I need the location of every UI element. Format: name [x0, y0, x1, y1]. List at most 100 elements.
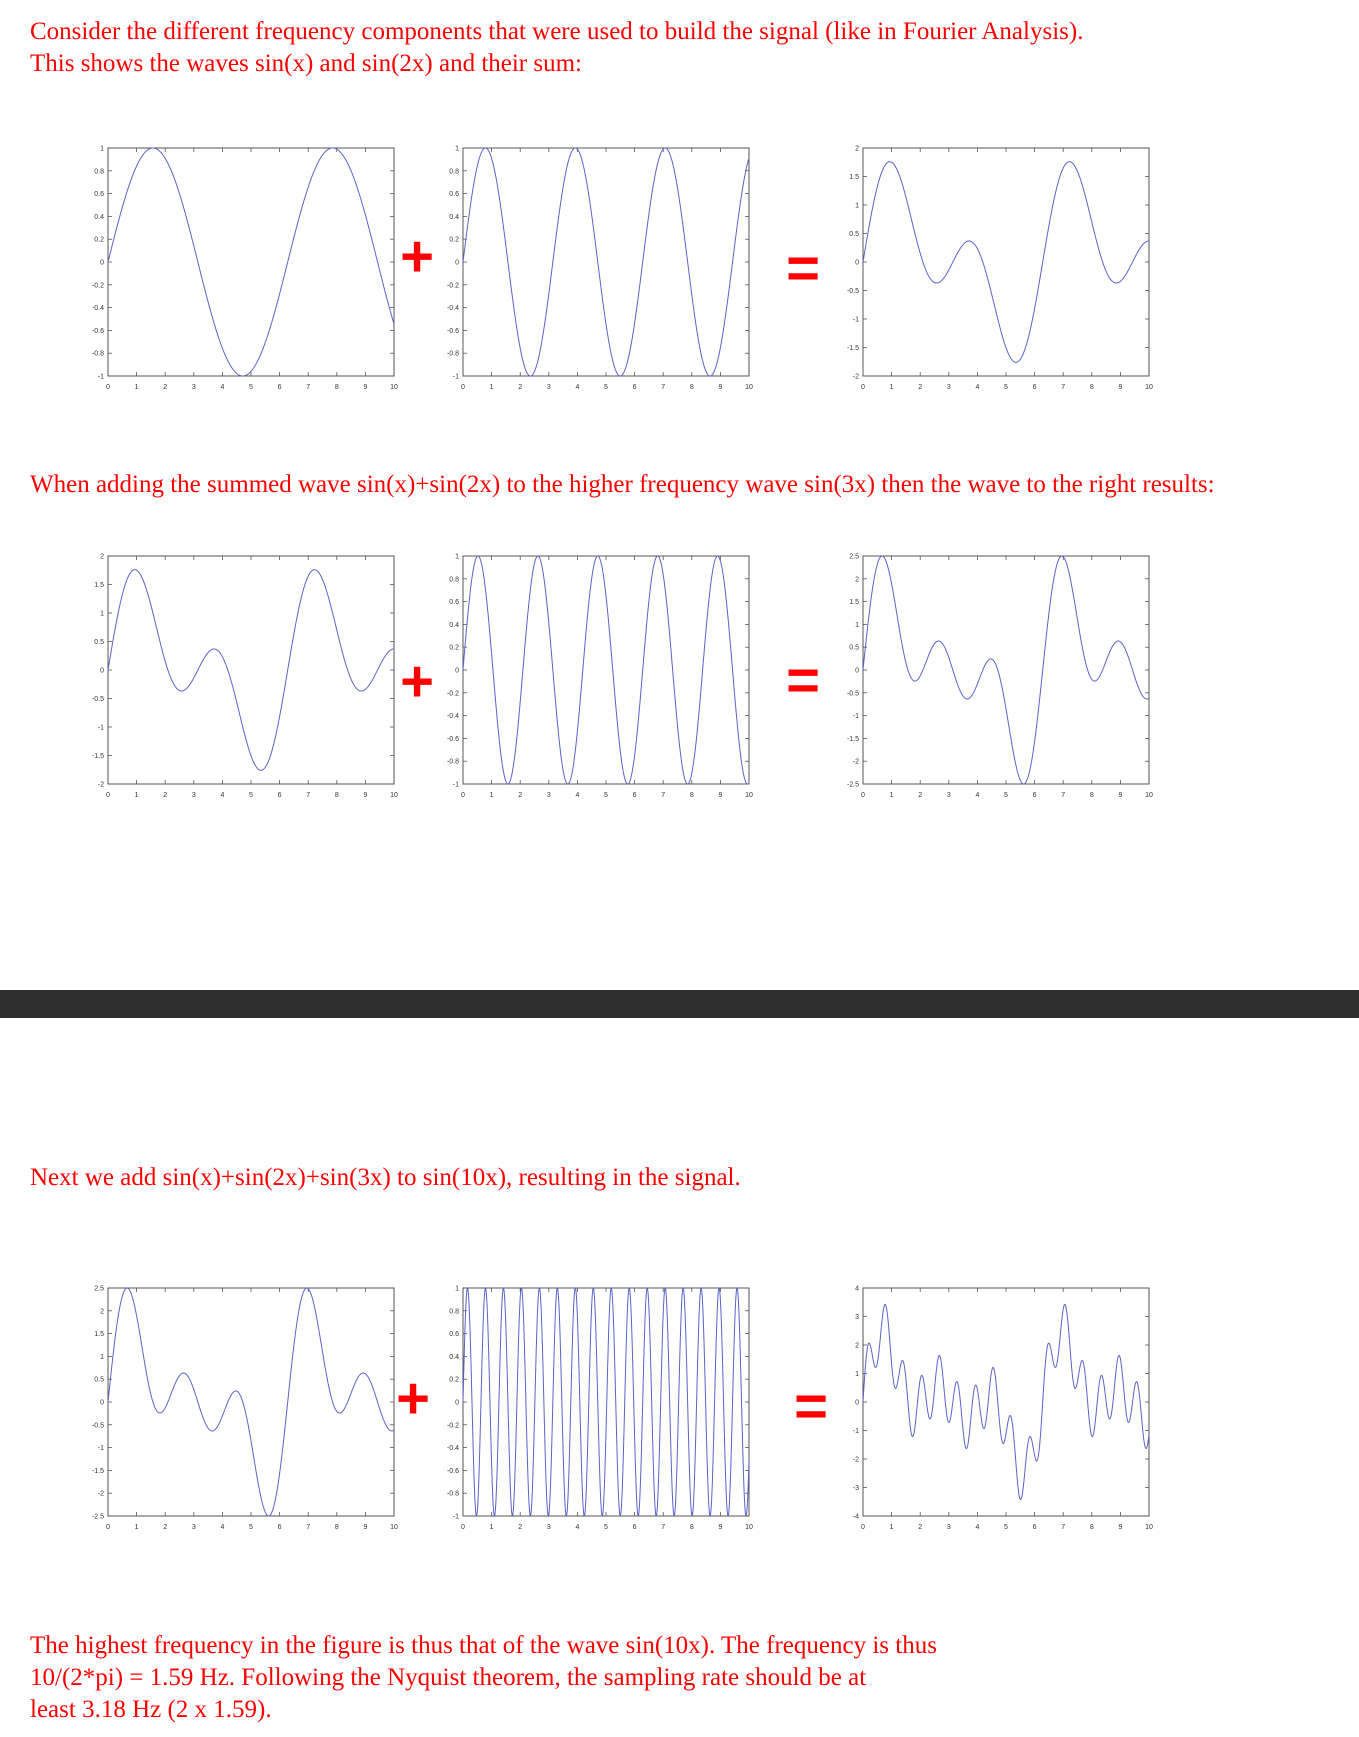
y-tick-label: -2.5: [847, 782, 859, 789]
x-tick-label: 0: [106, 1524, 110, 1531]
x-tick-label: 9: [363, 384, 367, 391]
x-tick-label: 5: [249, 792, 253, 799]
plot-sin3x: 0 1 2 3 4 5 6 7 8 9 10 1 0.8 0.6 0.4 0.2 0 -0.2 -0.4 -0.6 -0…: [425, 548, 755, 808]
plot-frame: [107, 147, 395, 377]
y-tick-label: -0.4: [447, 713, 459, 720]
plot-sinx-plus-sin2x: 0 1 2 3 4 5 6 7 8 9 10 2 1.5 1 0.5 0 -0.5 -1 -1.5 -2: [825, 140, 1155, 400]
y-tick-label: -0.5: [847, 288, 859, 295]
x-tick-label: 3: [192, 792, 196, 799]
x-tick-label: 1: [135, 1524, 139, 1531]
x-tick-label: 2: [163, 1524, 167, 1531]
equals-sign: =: [786, 648, 820, 713]
y-tick-label: 0.5: [94, 639, 104, 646]
y-tick-label: -0.8: [447, 351, 459, 358]
second-line: When adding the summed wave sin(x)+sin(2…: [30, 471, 1215, 498]
x-tick-label: 7: [306, 384, 310, 391]
y-tick-label: -0.2: [92, 282, 104, 289]
x-tick-label: 7: [1061, 792, 1065, 799]
x-tick-label: 9: [1118, 384, 1122, 391]
y-tick-label: 0.2: [449, 645, 459, 652]
y-tick-label: -1: [98, 1445, 104, 1452]
x-tick-label: 0: [861, 1524, 865, 1531]
y-tick-label: 2: [855, 146, 859, 153]
x-tick-label: 9: [363, 1524, 367, 1531]
separator-band: [0, 990, 1359, 1018]
y-tick-label: 0.5: [94, 1377, 104, 1384]
conclusion-line-3: least 3.18 Hz (2 x 1.59).: [30, 1696, 272, 1723]
x-tick-label: 0: [461, 1524, 465, 1531]
y-tick-label: 0.6: [449, 191, 459, 198]
y-tick-label: -1.5: [847, 345, 859, 352]
x-tick-label: 10: [390, 792, 398, 799]
y-tick-label: 0.6: [449, 599, 459, 606]
y-tick-label: -0.5: [92, 1422, 104, 1429]
x-tick-label: 2: [918, 384, 922, 391]
y-tick-label: 2: [100, 554, 104, 561]
x-tick-label: 9: [1118, 792, 1122, 799]
y-tick-label: 1: [100, 1354, 104, 1361]
x-tick-label: 4: [575, 792, 579, 799]
x-tick-label: 5: [1004, 1524, 1008, 1531]
x-tick-label: 8: [1090, 384, 1094, 391]
x-tick-label: 8: [1090, 792, 1094, 799]
x-tick-label: 2: [518, 792, 522, 799]
x-tick-label: 5: [1004, 792, 1008, 799]
x-tick-label: 6: [278, 384, 282, 391]
y-tick-label: 1: [855, 1371, 859, 1378]
x-tick-label: 4: [975, 792, 979, 799]
x-tick-label: 4: [575, 384, 579, 391]
y-tick-label: 0: [100, 1400, 104, 1407]
y-tick-label: -0.8: [447, 759, 459, 766]
plus-sign: +: [400, 224, 434, 289]
y-tick-label: 1.5: [94, 582, 104, 589]
plot-svg: 0 1 2 3 4 5 6 7 8 9 10 1 0.8 0.6 0.4 0.2 0 -0.2 -0.4 -0.6 -0…: [447, 146, 753, 392]
plot-frame: [462, 147, 750, 377]
y-tick-label: -1: [453, 1514, 459, 1521]
y-tick-label: 0.4: [449, 622, 459, 629]
x-tick-label: 3: [547, 384, 551, 391]
x-tick-label: 7: [1061, 384, 1065, 391]
plot-svg: 0 1 2 3 4 5 6 7 8 9 10 1 0.8 0.6 0.4 0.2 0 -0.2 -0.4 -0.6 -0…: [92, 146, 398, 392]
y-tick-label: 1: [100, 611, 104, 618]
series-line: [107, 569, 394, 771]
x-tick-label: 9: [1118, 1524, 1122, 1531]
y-tick-label: -1: [853, 713, 859, 720]
x-tick-label: 10: [745, 792, 753, 799]
x-tick-label: 6: [633, 792, 637, 799]
y-tick-label: 1: [455, 554, 459, 561]
x-tick-label: 4: [575, 1524, 579, 1531]
x-tick-label: 6: [1033, 1524, 1037, 1531]
x-tick-label: 6: [1033, 384, 1037, 391]
x-tick-label: 3: [947, 1524, 951, 1531]
x-tick-label: 5: [604, 384, 608, 391]
x-tick-label: 6: [633, 384, 637, 391]
y-tick-label: 0: [100, 668, 104, 675]
x-tick-label: 2: [163, 792, 167, 799]
plot-svg: 0 1 2 3 4 5 6 7 8 9 10 2.5 2 1.5 1 0.5 0 -0.5 -1 -1.5 -2 -2.5: [847, 554, 1153, 800]
plot-frame: [107, 1287, 395, 1517]
x-tick-label: 5: [604, 1524, 608, 1531]
y-tick-label: 0.2: [449, 237, 459, 244]
x-tick-label: 1: [490, 1524, 494, 1531]
third-paragraph: Next we add sin(x)+sin(2x)+sin(3x) to si…: [30, 1162, 741, 1194]
x-tick-label: 10: [390, 1524, 398, 1531]
y-tick-label: 2.5: [94, 1286, 104, 1293]
y-tick-label: -2: [853, 374, 859, 381]
x-tick-label: 0: [861, 384, 865, 391]
x-tick-label: 5: [604, 792, 608, 799]
y-tick-label: 1.5: [94, 1331, 104, 1338]
y-tick-label: -2.5: [92, 1514, 104, 1521]
y-tick-label: 1: [100, 146, 104, 153]
x-tick-label: 3: [547, 792, 551, 799]
y-tick-label: -1: [98, 725, 104, 732]
x-tick-label: 7: [661, 1524, 665, 1531]
y-tick-label: -1.5: [847, 736, 859, 743]
x-tick-label: 4: [220, 384, 224, 391]
y-tick-label: -0.6: [92, 328, 104, 335]
x-tick-label: 4: [220, 792, 224, 799]
x-tick-label: 4: [975, 384, 979, 391]
x-tick-label: 1: [490, 384, 494, 391]
x-tick-label: 4: [220, 1524, 224, 1531]
series-line: [107, 1287, 395, 1517]
plot-svg: 0 1 2 3 4 5 6 7 8 9 10 2.5 2 1.5 1 0.5 0 -0.5 -1 -1.5 -2 -2.5: [92, 1286, 398, 1532]
